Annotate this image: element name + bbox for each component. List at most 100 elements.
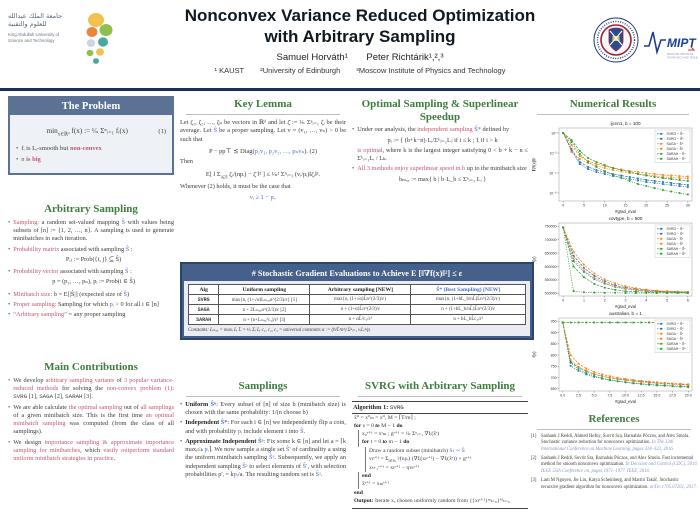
bullet-item: • We develop arbitrary sampling variants … — [8, 377, 174, 402]
references-title: References — [588, 413, 640, 425]
text-segment: p = (p₁, …, pₙ), pᵢ := Prob(i ∈ Ŝ) — [52, 278, 135, 286]
algorithm-line: xₜ₊₁ˢ⁺¹ = xₜˢ⁺¹ − ηvₜˢ⁺¹ — [365, 463, 528, 473]
text-segment: min — [46, 127, 58, 135]
svg-text:MIPT: MIPT — [667, 36, 697, 50]
text-segment: , with selection probabilities p′ᵢ = k — [185, 462, 346, 479]
text-segment: non-convex — [70, 145, 102, 153]
plot-svg-ijcnn1: 0 5 10 15 20 25 30 10⁰ 10⁻² 10⁻⁴ 10⁻⁶ ijcnn1, b = 1… — [532, 121, 693, 213]
text-segment: of cardinality a using the uniform minib… — [185, 446, 346, 462]
text-segment: be a proper sampling. Let v = (v₁, …, vₙ… — [180, 127, 346, 143]
algorithm-line: x̃ˢ⁺¹ = xₘˢ⁺¹ — [358, 480, 528, 489]
text-segment: n — [21, 156, 25, 164]
reference-number: [3] — [531, 478, 537, 484]
svg-text:700000: 700000 — [545, 238, 557, 242]
mipt-logo: MIPT MOSCOW INSTITUTE OF PHYSICS AND TEC… — [644, 31, 698, 60]
algorithm-line: end — [352, 489, 528, 497]
main-contributions-title: Main Contributions — [44, 361, 138, 373]
text-segment: /a. The resulting random set is — [237, 471, 316, 479]
poster-header: Nonconvex Variance Reduced Optimization … — [160, 5, 560, 75]
kaust-beehive-icon — [86, 13, 113, 64]
text-segment: “Arbitrary sampling” — [13, 311, 67, 319]
svg-text:3: 3 — [625, 298, 627, 302]
svg-text:f(x): f(x) — [532, 256, 537, 263]
svg-text:SAGA − Ŝ*: SAGA − Ŝ* — [667, 241, 684, 246]
complexity-cell: max{n, (1+√α)L̄n^(2/3)/ε} — [309, 294, 412, 305]
svg-text:15.0: 15.0 — [653, 393, 660, 397]
lemma-line: E[ ‖ Σi∈Ŝ ζᵢ/(npᵢ) − ζ̄ ‖² ] ≤ ¹⁄ₙ² Σⁿᵢ₌… — [180, 170, 346, 180]
svg-text:10⁻⁴: 10⁻⁴ — [549, 171, 557, 175]
numerical-results-rule — [537, 113, 689, 115]
lemma-line: vᵢ ≥ 1 − pᵢ. — [180, 194, 346, 201]
svg-text:SARAH − Ŝᵘ: SARAH − Ŝᵘ — [667, 151, 687, 156]
text-segment: : For each i ∈ [n] we independently flip… — [185, 419, 346, 435]
text-segment: Ŝ′ — [285, 446, 291, 454]
kaust-english-name: King Abdullah University of Science and T… — [8, 31, 60, 43]
plot-svg-australian: 0.0 2.5 5.0 7.5 10.0 12.5 15.0 17.5 20.0 650 700 75… — [532, 311, 693, 403]
bullet-item: • Independent Ŝ*: For each i ∈ [n] we ind… — [180, 419, 346, 436]
table-row: SAGA n + 2Lₘₐₓn^(2/3)/ε [2] n + (1+α)L̄n^(… — [187, 304, 526, 315]
text-segment: pᵢ — [109, 301, 114, 309]
text-segment: . — [113, 455, 116, 463]
text-segment: Ŝ′ — [302, 462, 308, 470]
bullet-dot: • — [8, 403, 11, 411]
text-segment: do — [396, 422, 403, 429]
text-segment: f(x) := ¹⁄ₙ Σⁿᵢ₌₁ fᵢ(x) — [69, 127, 128, 135]
references-list: [1] Sashank J Reddi, Ahmed Hefny, Suvrit … — [531, 434, 697, 492]
text-segment: to — [382, 439, 388, 446]
key-lemma-body: Let ζ₁, ζ₂, …, ζₙ be vectors in ℝᵈ and l… — [180, 119, 346, 202]
text-segment: . Subsequently, we apply an independent … — [185, 454, 346, 470]
arbitrary-sampling-title: Arbitrary Sampling — [44, 203, 138, 215]
samplings-section: Samplings • Uniform Ŝᵘ: Every subset of [… — [180, 380, 346, 481]
text-segment: > 0 for all i ∈ [n] — [113, 301, 159, 309]
constants-note: Constants: Lₘₐₓ = maxᵢ Lᵢ L̄ = ¹⁄ₙ Σᵢ Lᵢ… — [188, 327, 371, 333]
text-segment: Sashank J Reddi, Suvrit Sra, Barnabás Pó… — [541, 455, 694, 468]
svg-text:australian, b = 1: australian, b = 1 — [609, 311, 642, 316]
author-1: Samuel Horváth¹ — [276, 51, 348, 63]
optimal-sampling-title: Optimal Sampling & Superlinear Speedup — [361, 98, 519, 123]
bullet-item: • Sampling: a random set-valued mapping Ŝ… — [8, 219, 174, 244]
affiliation-2: ²University of Edinburgh — [260, 65, 341, 75]
arbitrary-sampling-bullets: • Sampling: a random set-valued mapping Ŝ… — [8, 219, 174, 320]
text-segment: pᵢ — [237, 427, 243, 435]
text-segment: Ŝᵘ — [210, 400, 217, 408]
numerical-results-title: Numerical Results — [569, 98, 657, 110]
col-header-uniform: Uniform sampling — [218, 284, 311, 295]
text-segment: = any proper sampling — [66, 311, 126, 319]
kaust-arabic-line1: جامعة الملك عبدالله — [8, 12, 63, 20]
references-section: References [1] Sashank J Reddi, Ahmed Hef… — [531, 413, 697, 494]
samplings-title: Samplings — [238, 380, 288, 392]
svg-text:SAGA − Ŝᵘ: SAGA − Ŝᵘ — [667, 141, 684, 146]
text-segment: all samplings — [140, 403, 175, 411]
bullet-item: • We design importance sampling & approxi… — [8, 439, 174, 464]
text-segment: p₁v₁, p₂v₂, …, pₙvₙ — [254, 148, 305, 156]
text-segment: s = 0 — [361, 422, 376, 429]
svg-text:0: 0 — [562, 203, 564, 207]
text-segment: x₀ˢ⁺¹ = xˢₘ ; gˢ⁺¹ = ¹⁄ₙ Σⁿᵢ₌₁ ∇fᵢ(x̃ˢ) — [362, 431, 440, 438]
text-segment: , where k is the largest integer satisfy… — [357, 146, 528, 163]
text-segment: Sampling: — [13, 218, 40, 226]
text-segment: [1], — [27, 393, 40, 401]
svg-text:‖∇f(x)‖²: ‖∇f(x)‖² — [532, 157, 537, 171]
svg-text:650000: 650000 — [545, 251, 557, 255]
lemma-line: Then — [180, 158, 346, 167]
text-segment: SVRG — [13, 393, 28, 401]
lemma-line: Let ζ₁, ζ₂, …, ζₙ be vectors in ℝᵈ and l… — [180, 119, 346, 145]
svg-text:12.5: 12.5 — [638, 393, 645, 397]
svg-text:ijcnn1, b = 100: ijcnn1, b = 100 — [610, 121, 640, 126]
bullet-dot: • — [180, 400, 183, 408]
complexity-cell: n + 2Lₘₐₓn^(2/3)/ε [2] — [218, 304, 311, 315]
bullet-dot: • — [8, 218, 11, 226]
text-segment: is optimal — [357, 146, 383, 154]
bullet-dot: • — [16, 156, 19, 164]
algorithm-line: for t = 0 to m − 1 do — [358, 438, 528, 447]
svg-text:SARAH − Ŝ*: SARAH − Ŝ* — [667, 156, 687, 161]
text-segment: pᵢ — [233, 471, 238, 479]
text-segment: to — [375, 422, 380, 429]
text-segment: Whenever (2) holds, it must be the case … — [180, 182, 291, 190]
text-segment: include element i into — [242, 427, 300, 435]
text-segment: ζᵢ/(npᵢ) − ζ̄ ‖² ] ≤ ¹⁄ₙ² Σⁿᵢ₌₁ (vᵢ/pᵢ)‖… — [227, 170, 321, 178]
svg-text:5.0: 5.0 — [592, 393, 597, 397]
text-segment: ). (2) — [304, 148, 317, 156]
svg-text:6: 6 — [687, 298, 689, 302]
svg-text:900: 900 — [551, 331, 557, 335]
